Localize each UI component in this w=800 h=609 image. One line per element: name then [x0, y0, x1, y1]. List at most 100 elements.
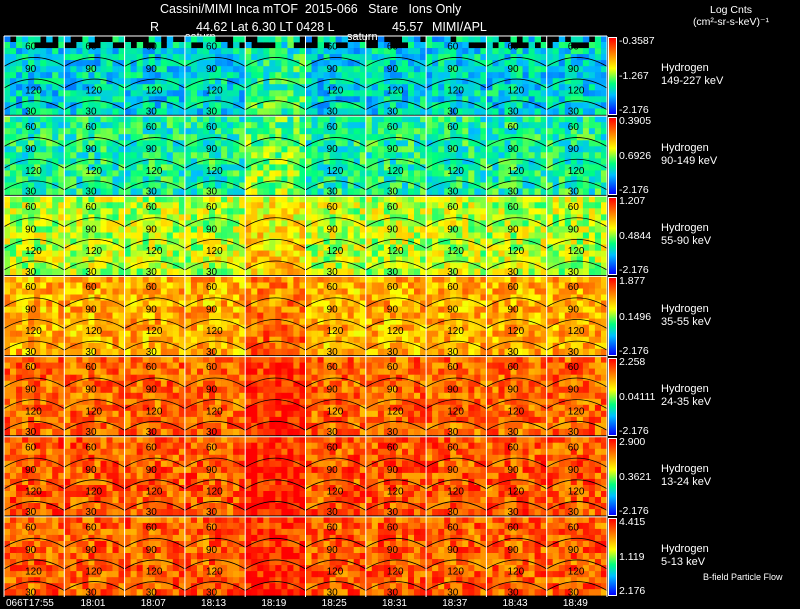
energy-label: 149-227 keV — [661, 75, 724, 88]
contour-label: 30 — [568, 587, 580, 598]
image-cell: 60 90 120 30 — [64, 516, 125, 598]
pitch-angle-contour — [64, 340, 125, 351]
contour-label: 30 — [206, 587, 218, 598]
contour-label: 30 — [25, 107, 37, 118]
contour-label: 30 — [146, 267, 158, 278]
contour-label: 30 — [25, 267, 37, 278]
band-label: Hydrogen 149-227 keV — [661, 62, 723, 88]
pitch-angle-contour — [546, 260, 608, 271]
contour-label: 90 — [568, 545, 580, 556]
image-cell: 60 90 120 30 — [486, 276, 548, 358]
contour-label: 30 — [508, 267, 520, 278]
image-cell: 60 90 120 30 — [365, 36, 427, 118]
image-cell: 60 90 120 30 — [184, 436, 246, 518]
pitch-angle-contour — [3, 100, 65, 111]
image-cell: 60 90 120 30 — [546, 196, 608, 278]
species-label: Hydrogen — [661, 382, 709, 395]
image-cell: 60 90 120 30 — [64, 116, 125, 198]
pitch-angle-contour — [305, 137, 367, 147]
image-cell: 60 90 120 30 — [546, 36, 608, 118]
contour-label: 120 — [568, 246, 585, 257]
contour-label: 120 — [447, 166, 464, 177]
contour-label: 30 — [85, 587, 97, 598]
pitch-angle-contour — [124, 217, 186, 228]
contour-label: 60 — [327, 522, 339, 533]
contour-label: 120 — [568, 567, 585, 578]
contour-label: 30 — [327, 267, 339, 278]
pitch-angle-contour — [486, 158, 547, 169]
pitch-angle-contour — [425, 340, 487, 351]
contour-label: 60 — [508, 442, 520, 453]
contour-label: 60 — [206, 442, 218, 453]
image-cell: 60 90 120 30 — [64, 356, 125, 438]
contour-label: 90 — [447, 385, 459, 396]
energy-label: 24-35 keV — [661, 395, 712, 408]
x-tick-label: 18:13 — [201, 598, 227, 609]
contour-label: 120 — [508, 567, 525, 578]
pitch-angle-contour — [184, 158, 246, 169]
pitch-angle-contour — [305, 377, 367, 388]
contour-label: 90 — [85, 385, 97, 396]
band-label: Hydrogen 55-90 keV — [661, 222, 711, 248]
contour-label: 120 — [508, 406, 525, 417]
pitch-angle-contour — [184, 581, 246, 591]
x-tick-label: 18:25 — [321, 598, 347, 609]
pitch-angle-contour — [124, 57, 186, 67]
pitch-angle-contour — [486, 421, 547, 431]
contour-label: 30 — [447, 187, 459, 198]
image-cell — [244, 116, 306, 195]
contour-label: 60 — [85, 42, 97, 53]
x-tick-label: 18:49 — [562, 598, 588, 609]
contour-label: 120 — [387, 406, 404, 417]
pitch-angle-contour — [244, 457, 306, 468]
contour-label: 60 — [25, 362, 37, 373]
contour-label: 90 — [447, 304, 459, 315]
image-cell: 60 90 120 30 — [305, 196, 367, 278]
pitch-angle-contour — [305, 559, 367, 570]
contour-label: 90 — [508, 385, 520, 396]
image-cell: 60 90 120 30 — [3, 196, 65, 278]
contour-label: 120 — [327, 246, 344, 257]
contour-label: 120 — [447, 246, 464, 257]
pitch-angle-contour — [425, 180, 487, 191]
contour-label: 90 — [387, 385, 399, 396]
pitch-angle-contour — [64, 239, 125, 249]
pitch-angle-contour — [546, 57, 608, 67]
contour-label: 90 — [387, 64, 399, 75]
pitch-angle-contour — [64, 479, 125, 490]
pitch-angle-contour — [124, 297, 186, 308]
contour-label: 60 — [327, 42, 339, 53]
image-cell: 60 90 120 30 — [305, 276, 367, 358]
pitch-angle-contour — [3, 581, 65, 591]
pitch-angle-contour — [64, 78, 125, 89]
image-cell: 60 90 120 30 — [184, 276, 246, 358]
colorbar-max: 2.258 — [619, 355, 646, 368]
contour-label: 60 — [568, 282, 580, 293]
pitch-angle-contour — [365, 217, 427, 228]
contour-label: 120 — [327, 326, 344, 337]
species-label: Hydrogen — [661, 142, 709, 155]
contour-label: 60 — [206, 202, 218, 213]
contour-label: 120 — [508, 486, 525, 497]
contour-label: 30 — [25, 507, 37, 518]
colorbar-max: 4.415 — [619, 515, 646, 528]
pitch-angle-contour — [244, 78, 306, 89]
contour-label: 60 — [206, 42, 218, 53]
contour-label: 120 — [568, 486, 585, 497]
image-cell: 60 90 120 30 — [425, 356, 487, 438]
contour-label: 30 — [206, 267, 218, 278]
species-label: Hydrogen — [661, 462, 709, 475]
contour-label: 30 — [568, 507, 580, 518]
pitch-angle-contour — [124, 137, 186, 147]
contour-label: 90 — [568, 385, 580, 396]
image-cell: 60 90 120 30 — [3, 36, 65, 118]
pitch-angle-contour — [3, 297, 65, 308]
contour-label: 90 — [206, 385, 218, 396]
pitch-angle-contour — [184, 421, 246, 431]
contour-label: 60 — [508, 42, 520, 53]
pitch-angle-contour — [486, 340, 547, 351]
contour-label: 30 — [508, 187, 520, 198]
contour-label: 30 — [327, 587, 339, 598]
contour-label: 30 — [447, 427, 459, 438]
pitch-angle-contour — [486, 538, 547, 548]
